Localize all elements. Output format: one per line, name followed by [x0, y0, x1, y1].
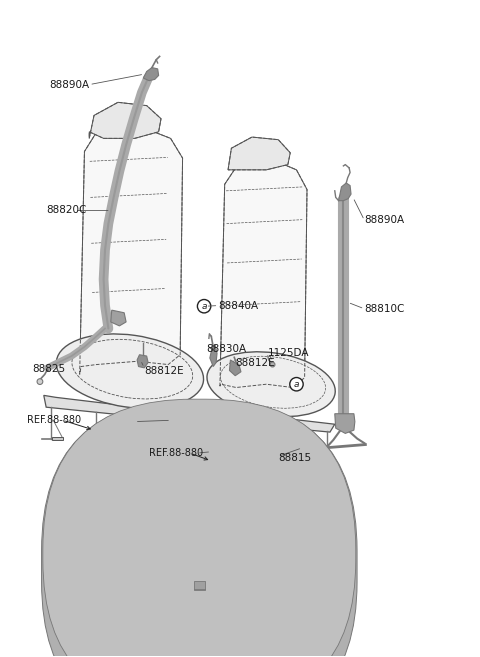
Text: a: a [294, 380, 299, 389]
Bar [189, 560, 210, 568]
Text: 88820C: 88820C [46, 206, 86, 215]
FancyBboxPatch shape [42, 401, 357, 657]
Polygon shape [338, 183, 351, 200]
Text: 88830A: 88830A [206, 344, 247, 355]
Text: 88815: 88815 [278, 453, 312, 463]
Polygon shape [187, 406, 335, 432]
Polygon shape [89, 102, 161, 139]
Text: 88890A: 88890A [364, 215, 405, 225]
Circle shape [270, 362, 275, 367]
Text: 88840A: 88840A [218, 300, 259, 311]
Bar [142, 514, 257, 602]
Circle shape [290, 378, 303, 391]
Ellipse shape [56, 334, 204, 408]
Circle shape [37, 378, 43, 384]
Polygon shape [144, 68, 158, 81]
Text: REF.88-880: REF.88-880 [27, 415, 81, 425]
Circle shape [148, 522, 159, 533]
Polygon shape [335, 414, 355, 434]
Polygon shape [111, 310, 126, 326]
Polygon shape [137, 355, 148, 368]
Text: a: a [151, 524, 156, 532]
Text: 88812E: 88812E [144, 366, 184, 376]
Text: a: a [201, 302, 207, 311]
Circle shape [197, 300, 211, 313]
Text: 88890A: 88890A [49, 79, 89, 89]
Polygon shape [220, 158, 307, 388]
Ellipse shape [207, 351, 335, 417]
Text: 88847A: 88847A [166, 523, 206, 533]
Polygon shape [229, 360, 241, 376]
Text: 88825: 88825 [32, 364, 65, 374]
Text: 88810C: 88810C [364, 304, 405, 314]
Polygon shape [80, 125, 182, 374]
Text: 1125DA: 1125DA [268, 348, 309, 359]
Text: 88812E: 88812E [235, 358, 275, 368]
Polygon shape [52, 437, 63, 440]
Text: REF.88-880: REF.88-880 [149, 448, 203, 458]
Polygon shape [44, 396, 192, 422]
Bar [194, 581, 205, 590]
FancyBboxPatch shape [43, 399, 356, 657]
Polygon shape [210, 345, 217, 367]
Polygon shape [228, 137, 290, 170]
